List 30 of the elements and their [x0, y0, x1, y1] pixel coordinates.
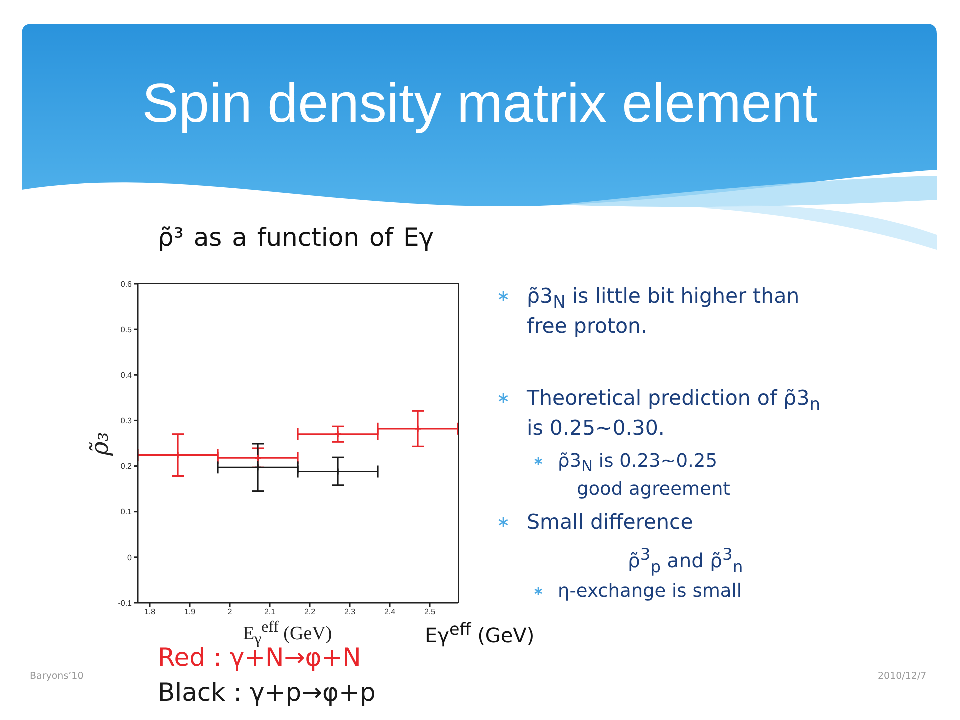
y-tick-label: 0.6: [120, 280, 133, 289]
text: Black : γ+p→φ+p: [158, 677, 376, 709]
text: Baryons’10: [30, 671, 85, 682]
y-tick-label: 0.2: [120, 462, 133, 472]
text: η-exchange is small: [558, 581, 743, 602]
x-axis-title: E$_{γ}$$^{eff}$ (GeV): [243, 618, 332, 648]
text: ρ̃3$_{N}$ is little bit higher than free proton.: [527, 284, 801, 338]
y-tick-label: 0.4: [120, 370, 133, 380]
y-tick-label: 0: [128, 553, 133, 562]
text: Eγ$^{eff}$ (GeV): [425, 619, 536, 648]
chart-subtitle: ρ̃³ as a function of Eγ: [158, 222, 434, 254]
chart-title: Spin density matrix element: [141, 71, 819, 135]
text: Theoretical prediction of ρ̃3$_{n}$ is 0.25~0.30.: [527, 386, 821, 440]
x-tick-label: 1.8: [144, 608, 156, 617]
y-tick-label: 0.5: [120, 325, 133, 334]
x-tick-label: 2.5: [424, 608, 436, 617]
x-tick-label: 2.4: [384, 608, 396, 617]
text: good agreement: [577, 479, 732, 500]
x-tick-label: 2.3: [344, 608, 356, 617]
y-tick-label: 0.3: [120, 416, 133, 426]
x-tick-label: 1.9: [184, 608, 196, 617]
text: Small difference: [527, 510, 694, 534]
x-tick-label: 2.2: [304, 608, 316, 617]
x-tick-label: 2.1: [264, 608, 276, 617]
y-axis-title: ρ̃₃: [85, 432, 115, 456]
text: ρ̃3$_{N}$ is 0.23~0.25: [558, 451, 718, 478]
y-tick-label: 0.1: [120, 508, 133, 517]
text: 2010/12/7: [878, 671, 928, 682]
y-tick-label: -0.1: [118, 598, 133, 608]
x-tick-label: 2: [228, 608, 233, 617]
